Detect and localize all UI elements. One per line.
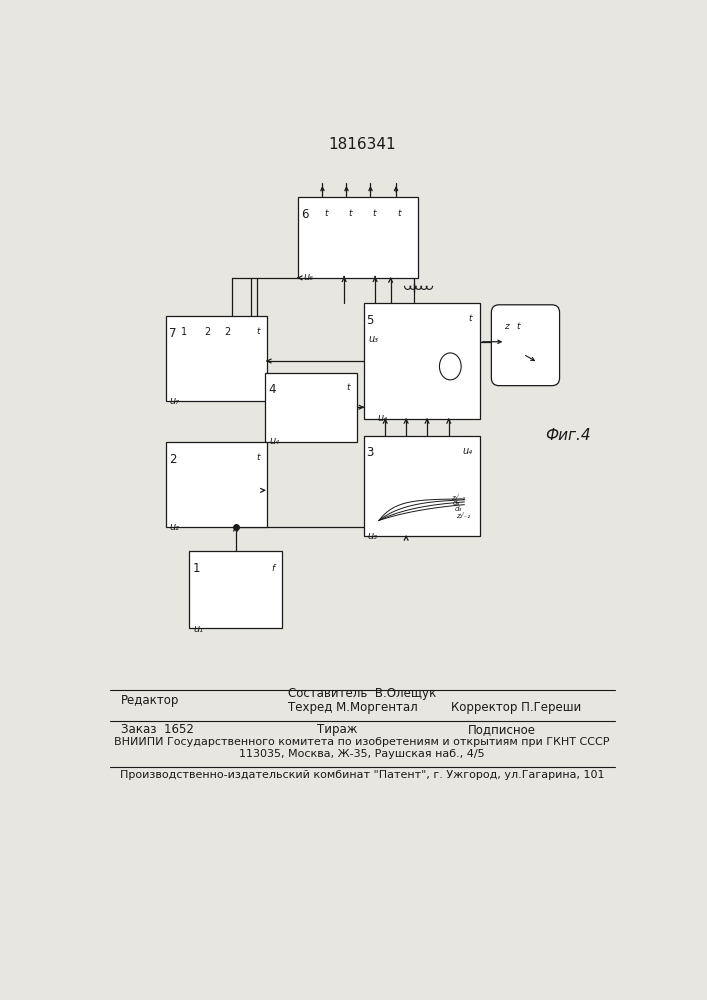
Text: Корректор П.Гереши: Корректор П.Гереши [451, 701, 581, 714]
Text: d₃: d₃ [454, 506, 462, 512]
Text: 113035, Москва, Ж-35, Раушская наб., 4/5: 113035, Москва, Ж-35, Раушская наб., 4/5 [239, 749, 485, 759]
Text: t: t [257, 453, 260, 462]
Text: t: t [257, 327, 260, 336]
Text: t: t [346, 383, 350, 392]
Bar [265, 373, 356, 442]
Text: Производственно-издательский комбинат "Патент", г. Ужгород, ул.Гагарина, 101: Производственно-издательский комбинат "П… [119, 770, 604, 780]
Text: 3: 3 [367, 446, 374, 459]
Text: Подписное: Подписное [468, 723, 536, 736]
Text: u₇: u₇ [170, 396, 180, 406]
FancyBboxPatch shape [491, 305, 559, 386]
Text: u₂: u₂ [170, 522, 180, 532]
Text: u₃: u₃ [368, 531, 378, 541]
Text: d₄: d₄ [452, 500, 460, 506]
Text: u₆: u₆ [304, 272, 314, 282]
Text: 1: 1 [182, 327, 187, 337]
Text: z: z [504, 322, 508, 331]
Text: t: t [348, 209, 351, 218]
Text: Заказ  1652: Заказ 1652 [121, 723, 194, 736]
Bar [363, 303, 480, 419]
Text: t: t [397, 209, 401, 218]
Text: f: f [271, 564, 274, 573]
Text: t: t [372, 209, 375, 218]
Text: 4: 4 [268, 383, 276, 396]
Bar [363, 436, 480, 536]
Bar [298, 197, 418, 278]
Text: Тираж: Тираж [317, 723, 357, 736]
Text: 1816341: 1816341 [328, 137, 396, 152]
Text: 2: 2 [204, 327, 211, 337]
Text: ВНИИПИ Государственного комитета по изобретениям и открытиям при ГКНТ СССР: ВНИИПИ Государственного комитета по изоб… [115, 737, 609, 747]
Text: 2: 2 [224, 327, 230, 337]
Text: Фиг.4: Фиг.4 [546, 428, 591, 443]
Text: 5: 5 [367, 314, 374, 327]
Bar [189, 551, 282, 628]
Text: u₄: u₄ [462, 446, 473, 456]
Bar [166, 316, 267, 401]
Text: z₂ᴵ₋₁: z₂ᴵ₋₁ [451, 495, 465, 501]
Text: 1: 1 [192, 562, 199, 575]
Text: t: t [469, 314, 472, 323]
Text: u₁: u₁ [193, 624, 203, 634]
Text: 2: 2 [169, 453, 177, 466]
Text: t: t [516, 322, 520, 331]
Text: u₃: u₃ [368, 334, 378, 344]
Text: Составитель  В.Олещук: Составитель В.Олещук [288, 688, 437, 700]
Bar [166, 442, 267, 527]
Text: t: t [324, 209, 327, 218]
Text: 7: 7 [169, 327, 177, 340]
Text: z₂ᴵ₋₂: z₂ᴵ₋₂ [456, 513, 470, 519]
Text: Редактор: Редактор [121, 694, 180, 707]
Text: Техред М.Моргентал: Техред М.Моргентал [288, 701, 418, 714]
Text: 6: 6 [300, 208, 308, 221]
Text: u₄: u₄ [269, 436, 279, 446]
Text: u₄: u₄ [378, 413, 387, 423]
